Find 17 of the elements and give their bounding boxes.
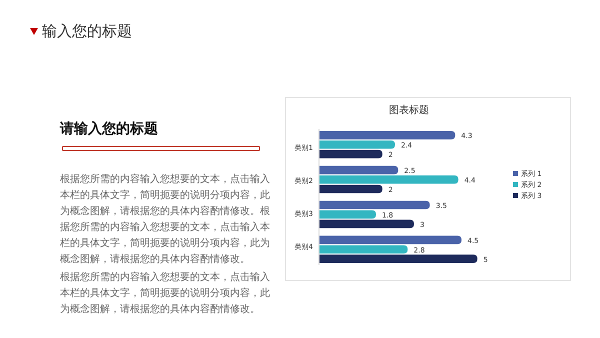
text: 请输入您的标题 xyxy=(60,120,158,138)
chart-title: 图表标题 xyxy=(389,104,429,116)
bar xyxy=(319,140,395,149)
bar xyxy=(319,236,462,244)
bar xyxy=(319,254,478,263)
bar xyxy=(319,245,408,254)
bar xyxy=(319,220,414,228)
bar xyxy=(319,184,382,194)
text: 输入您的标题 xyxy=(42,22,132,41)
text: 根据您所需的内容输入您想要的文本，点击输入本栏的具体文字，简明扼要的说明分项内容，此为概念图解，请根据您的具体内容酌情修改。根据您所需的内容输入您想要的文本，点击输入本栏的具体文字，简明扼要的说明分项内容，此为概念图解，请根据您的具体内容酌情修改。 xyxy=(60,172,270,267)
bar xyxy=(319,210,376,219)
bar xyxy=(319,166,398,174)
bar xyxy=(319,131,456,140)
text: 根据您所需的内容输入您想要的文本，点击输入本栏的具体文字，简明扼要的说明分项内容，此为概念图解，请根据您的具体内容酌情修改。 xyxy=(60,270,270,317)
bar xyxy=(319,150,382,158)
bar xyxy=(319,200,430,210)
bar xyxy=(319,175,458,184)
